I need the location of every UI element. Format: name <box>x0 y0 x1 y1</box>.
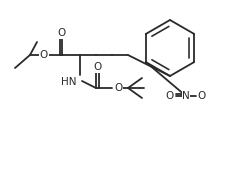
Text: O: O <box>166 91 174 101</box>
Text: N: N <box>182 91 190 101</box>
Text: O: O <box>58 28 66 38</box>
Text: O: O <box>114 83 122 93</box>
Text: HN: HN <box>60 77 76 87</box>
Text: O: O <box>94 62 102 72</box>
Text: O: O <box>198 91 206 101</box>
Text: O: O <box>40 50 48 60</box>
